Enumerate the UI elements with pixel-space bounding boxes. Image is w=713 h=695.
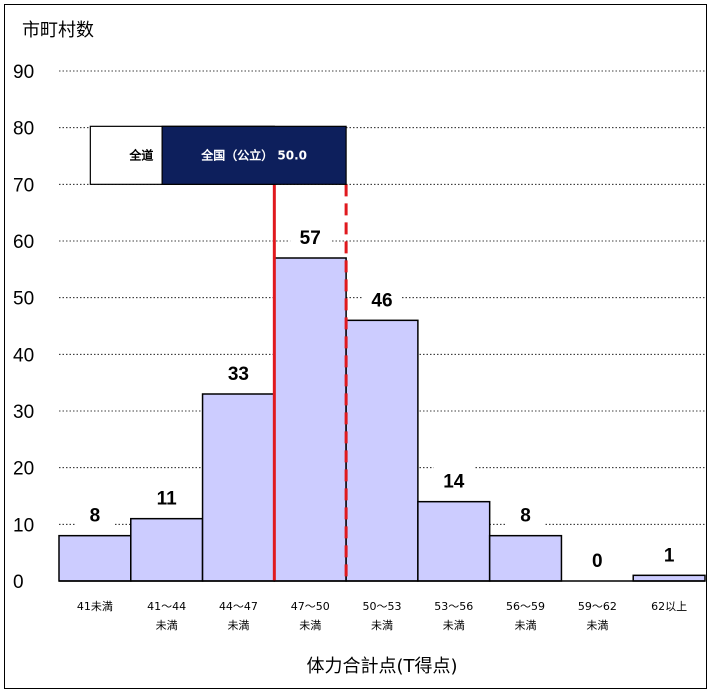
bar [632, 574, 706, 582]
y-tick-label: 50 [13, 289, 34, 310]
category-label: 44～47 未満 [219, 600, 258, 632]
y-tick-label: 40 [13, 345, 34, 366]
value-label: 46 [371, 290, 392, 311]
bar [58, 534, 132, 582]
y-axis-title: 市町村数 [22, 20, 94, 41]
y-tick-label: 90 [13, 62, 34, 83]
value-label: 57 [300, 228, 321, 249]
category-label: 41～44 未満 [147, 600, 186, 632]
bar [345, 319, 419, 582]
value-label-bg [505, 499, 546, 530]
category-label: 47～50 未満 [291, 600, 330, 632]
value-label: 0 [592, 551, 603, 572]
value-label: 11 [157, 489, 178, 510]
bar [201, 393, 276, 582]
value-label: 8 [90, 506, 101, 527]
y-tick-label: 70 [13, 175, 34, 196]
chart-frame [4, 4, 707, 689]
bar [130, 517, 204, 582]
category-label: 53～56 未満 [434, 600, 473, 632]
reference-label: 全国（公立） 50.0 [200, 147, 307, 162]
value-label-bg [577, 545, 618, 575]
value-label-bg [218, 358, 259, 388]
value-label-bg [433, 465, 474, 496]
x-axis-title: 体力合計点(T得点) [306, 656, 457, 677]
bar [417, 500, 491, 582]
value-label-bg [649, 539, 690, 570]
y-tick-label: 0 [13, 572, 24, 593]
value-label: 33 [228, 364, 249, 385]
y-tick-label: 10 [13, 515, 34, 536]
category-label: 56～59 未満 [506, 600, 545, 632]
value-label: 14 [443, 472, 465, 493]
reference-label-box [161, 125, 347, 185]
value-label-bg [74, 499, 115, 530]
bar [488, 534, 563, 582]
value-label-bg [290, 222, 331, 252]
value-labels: 8 11 33 57 46 14 8 0 1 [74, 222, 690, 575]
value-label: 8 [520, 506, 531, 527]
category-label: 41未満 [77, 600, 113, 613]
bars [58, 257, 706, 582]
y-axis-ticks: 0 10 20 30 40 50 60 70 80 90 [13, 62, 34, 593]
category-label: 50～53 未満 [363, 600, 402, 632]
y-tick-label: 30 [13, 402, 34, 423]
value-label-bg [362, 284, 402, 315]
value-label: 1 [664, 545, 675, 566]
category-label: 62以上 [651, 600, 687, 613]
category-labels: 41未満 41～44 未満 44～47 未満 47～50 未満 50～53 未満 53～56 未満 5… [77, 600, 687, 632]
bar [273, 257, 347, 582]
y-tick-label: 60 [13, 232, 34, 253]
value-label-bg [146, 482, 187, 513]
y-tick-label: 20 [13, 459, 34, 480]
reference-lines: 全道（公立） 47.0全国（公立） 50.0 [89, 125, 348, 581]
category-label: 59～62 未満 [578, 600, 617, 632]
y-tick-label: 80 [13, 119, 34, 140]
